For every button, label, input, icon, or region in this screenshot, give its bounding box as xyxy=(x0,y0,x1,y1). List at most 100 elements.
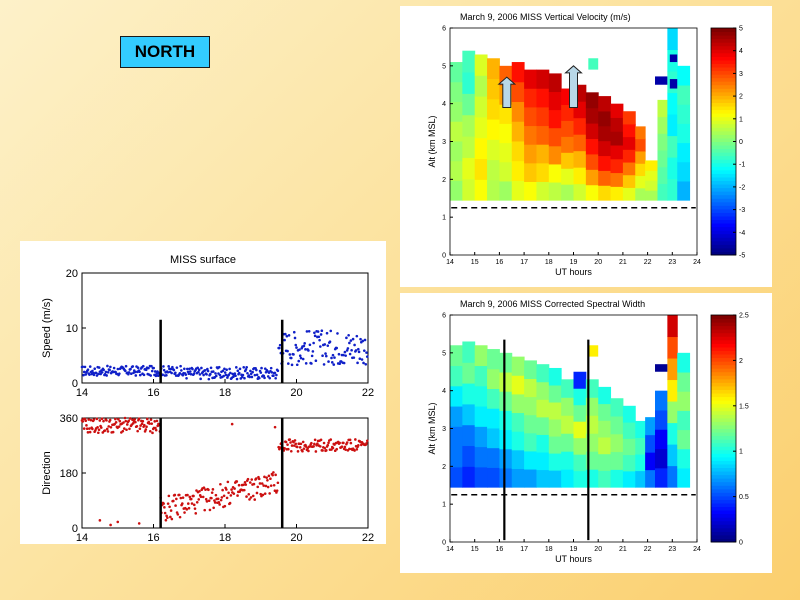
data-point xyxy=(141,419,145,423)
colorbar-step xyxy=(711,410,736,415)
colorbar-step xyxy=(711,77,736,82)
vv-cell xyxy=(511,121,525,142)
data-point xyxy=(202,486,206,489)
sw-cell xyxy=(598,386,612,405)
data-point xyxy=(266,375,270,378)
colorbar-step xyxy=(711,332,736,337)
colorbar-step xyxy=(711,389,736,394)
vv-cell xyxy=(585,153,599,170)
colorbar-step xyxy=(711,524,736,529)
data-point xyxy=(244,368,248,371)
sw-cell xyxy=(622,470,636,488)
sw-cell xyxy=(474,345,488,367)
data-point xyxy=(296,450,300,453)
sw-cell xyxy=(645,452,656,471)
data-point xyxy=(123,416,127,420)
colorbar-step xyxy=(711,123,736,128)
sw-cell xyxy=(450,365,463,387)
colorbar-step xyxy=(711,513,736,518)
colorbar-step xyxy=(711,329,736,334)
data-point xyxy=(199,377,202,381)
data-point xyxy=(335,447,339,451)
colorbar-step xyxy=(711,226,736,231)
y-tick-label: 0 xyxy=(442,540,446,547)
data-point xyxy=(250,478,254,481)
data-point xyxy=(162,502,165,505)
data-point xyxy=(268,376,272,380)
vv-cell xyxy=(548,91,562,111)
data-point xyxy=(313,442,316,446)
data-point xyxy=(365,355,369,358)
data-point xyxy=(225,368,228,372)
data-point xyxy=(125,428,128,432)
vv-cell xyxy=(450,81,463,103)
data-point xyxy=(365,351,368,354)
data-point xyxy=(272,471,275,474)
data-point xyxy=(289,441,292,444)
data-point xyxy=(302,344,306,348)
data-point xyxy=(243,376,246,380)
data-point xyxy=(189,497,193,501)
data-point xyxy=(134,374,138,377)
colorbar-step xyxy=(711,357,736,362)
data-point xyxy=(219,482,222,486)
x-tick-label: 20 xyxy=(594,259,602,266)
data-point xyxy=(319,333,323,336)
x-tick-label: 18 xyxy=(219,532,231,544)
data-point xyxy=(214,374,218,378)
data-point xyxy=(218,503,221,506)
colorbar-step xyxy=(711,230,736,235)
sw-cell xyxy=(655,429,668,450)
data-point xyxy=(308,343,312,347)
colorbar-step xyxy=(711,176,736,182)
data-point xyxy=(229,494,233,497)
vv-cell xyxy=(635,138,646,152)
data-point xyxy=(207,377,211,381)
data-point xyxy=(214,493,218,497)
colorbar-step xyxy=(711,428,736,433)
data-point xyxy=(172,368,176,372)
data-point xyxy=(346,347,350,350)
data-point xyxy=(109,523,112,527)
sw-cell xyxy=(573,404,587,422)
data-point xyxy=(118,419,122,423)
data-point xyxy=(221,488,224,492)
vv-cell xyxy=(573,134,587,152)
colorbar-step xyxy=(711,45,736,50)
sw-cell xyxy=(610,416,624,435)
data-point xyxy=(273,425,277,429)
x-tick-label: 22 xyxy=(644,259,652,266)
y-tick-label: 4 xyxy=(442,388,446,395)
data-point xyxy=(209,372,212,376)
data-point xyxy=(184,373,188,376)
data-point xyxy=(98,519,102,522)
colorbar-tick-label: 0 xyxy=(739,540,743,547)
colorbar-step xyxy=(711,403,736,408)
data-point xyxy=(292,353,295,356)
data-point xyxy=(316,330,320,333)
vv-cell xyxy=(598,110,612,127)
subplot-speed: 14 16 18 20 22 0 10 20 Speed (m/s) xyxy=(41,268,374,399)
data-point xyxy=(292,444,296,447)
sw-cell xyxy=(462,383,476,405)
vv-cell xyxy=(474,54,488,76)
data-point xyxy=(175,366,179,369)
data-point xyxy=(301,440,305,444)
colorbar-step xyxy=(711,463,736,469)
colorbar-step xyxy=(711,233,736,238)
data-point xyxy=(88,427,91,430)
x-tick-label: 22 xyxy=(362,387,374,399)
sw-cell xyxy=(573,421,587,439)
data-point xyxy=(284,332,287,336)
vv-cell xyxy=(667,92,678,115)
data-point xyxy=(122,421,125,424)
data-point xyxy=(131,422,135,425)
data-point xyxy=(89,418,93,422)
data-point xyxy=(327,441,330,445)
data-point xyxy=(258,482,262,485)
data-point xyxy=(312,445,315,448)
data-point xyxy=(226,480,230,484)
y-tick-label: 180 xyxy=(60,468,78,480)
data-point xyxy=(88,430,92,434)
vv-cell xyxy=(511,62,525,83)
